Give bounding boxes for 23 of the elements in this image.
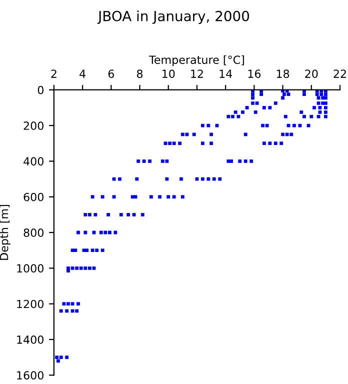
y-tick-label: 400 xyxy=(24,157,44,166)
x-tick-label: 8 xyxy=(136,70,143,78)
x-tick-label: 22 xyxy=(334,70,346,78)
x-tick-label: 10 xyxy=(162,70,175,78)
y-tick-label: 1200 xyxy=(17,300,44,308)
x-tick-label: 2 xyxy=(51,70,56,78)
y-tick-label: 1400 xyxy=(17,335,44,344)
y-tick-label: 800 xyxy=(24,228,44,237)
x-tick-label: 6 xyxy=(108,70,114,78)
chart-title: JBOA in January, 2000 xyxy=(97,10,250,24)
y-axis-title: Depth [m] xyxy=(0,205,10,260)
y-tick-label: 200 xyxy=(24,121,44,130)
y-tick-label: 0 xyxy=(38,86,44,94)
x-tick-label: 18 xyxy=(276,70,290,78)
x-tick-label: 4 xyxy=(80,70,86,78)
y-tick-label: 600 xyxy=(24,192,44,202)
x-tick-label: 12 xyxy=(191,70,203,78)
y-tick-label: 1600 xyxy=(17,371,44,380)
x-tick-label: 16 xyxy=(248,70,261,78)
x-axis-title: Temperature [°C] xyxy=(148,55,244,66)
y-tick-label: 1000 xyxy=(17,264,44,273)
x-tick-label: 20 xyxy=(305,70,318,78)
x-tick-label: 14 xyxy=(220,70,232,78)
